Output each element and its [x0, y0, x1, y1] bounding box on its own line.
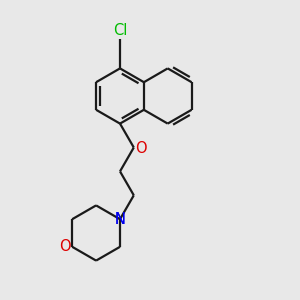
Text: Cl: Cl: [113, 23, 127, 38]
Text: N: N: [115, 212, 125, 227]
Text: N: N: [115, 212, 125, 227]
Text: O: O: [59, 239, 71, 254]
Text: O: O: [135, 141, 147, 156]
